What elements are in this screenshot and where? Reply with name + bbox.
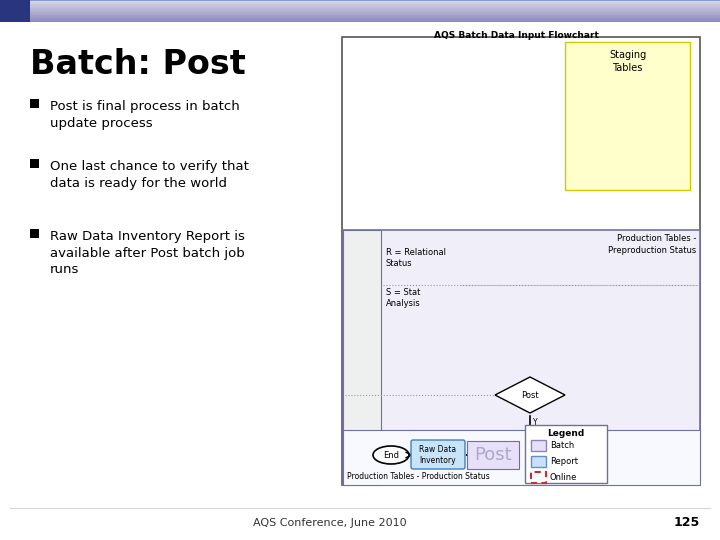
Text: Staging
Tables: Staging Tables	[609, 50, 646, 73]
Text: One last chance to verify that
data is ready for the world: One last chance to verify that data is r…	[50, 160, 249, 190]
Bar	[531, 472, 546, 483]
Bar	[30, 12, 720, 14]
Text: Y: Y	[533, 418, 538, 427]
Bar	[30, 229, 39, 238]
Bar	[30, 4, 720, 5]
Bar	[30, 16, 720, 18]
Bar	[30, 2, 720, 4]
Text: Batch: Batch	[550, 441, 575, 449]
Bar	[30, 0, 720, 22]
Text: R = Relational
Status: R = Relational Status	[386, 248, 446, 268]
Bar	[30, 99, 39, 108]
Bar	[467, 441, 519, 469]
FancyBboxPatch shape	[411, 440, 465, 469]
Text: Production Tables -
Preproduction Status: Production Tables - Preproduction Status	[608, 234, 696, 255]
Bar	[30, 6, 720, 8]
Text: Online: Online	[550, 472, 577, 482]
Text: 125: 125	[674, 516, 700, 530]
Bar	[343, 430, 700, 485]
Bar	[525, 425, 607, 483]
Text: Raw Data Inventory Report is
available after Post batch job
runs: Raw Data Inventory Report is available a…	[50, 230, 245, 276]
Bar	[531, 440, 546, 451]
Text: Report: Report	[550, 456, 578, 465]
Bar	[531, 456, 546, 467]
Text: Post: Post	[521, 390, 539, 400]
Ellipse shape	[373, 446, 409, 464]
Bar	[30, 18, 720, 19]
Bar	[30, 11, 720, 12]
Bar	[30, 14, 720, 15]
Bar	[30, 9, 720, 11]
Bar	[343, 230, 381, 485]
Text: Post is final process in batch
update process: Post is final process in batch update pr…	[50, 100, 240, 130]
Bar	[30, 159, 39, 168]
Bar	[342, 37, 700, 485]
Text: Production Tables - Production Status: Production Tables - Production Status	[347, 472, 490, 481]
Text: AQS Batch Data Input Flowchart: AQS Batch Data Input Flowchart	[433, 31, 598, 40]
Bar	[30, 15, 720, 16]
Text: Legend: Legend	[547, 429, 585, 438]
Bar	[30, 1, 720, 2]
Text: S = Stat
Analysis: S = Stat Analysis	[386, 288, 420, 308]
Polygon shape	[495, 377, 565, 413]
Bar	[343, 230, 700, 485]
Bar	[30, 5, 720, 6]
Bar	[30, 21, 720, 22]
Bar	[565, 42, 690, 190]
Text: Raw Data
Inventory: Raw Data Inventory	[420, 445, 456, 465]
Text: Batch: Post: Batch: Post	[30, 48, 246, 81]
Bar	[30, 19, 720, 21]
Bar	[30, 8, 720, 9]
Text: AQS Conference, June 2010: AQS Conference, June 2010	[253, 518, 407, 528]
Bar	[0, 0, 30, 22]
Text: End: End	[383, 450, 399, 460]
Text: Post: Post	[474, 446, 512, 464]
